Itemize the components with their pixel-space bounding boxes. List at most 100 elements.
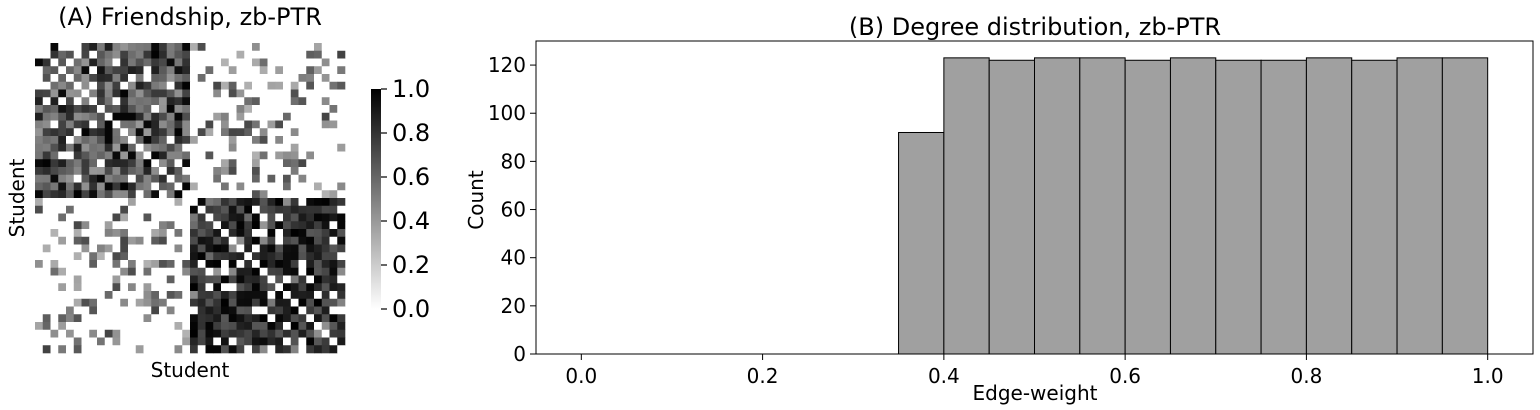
heatmap-cell (267, 229, 276, 238)
heatmap-cell (104, 198, 113, 207)
heatmap-cell (252, 66, 261, 75)
heatmap-cell (66, 260, 75, 269)
heatmap-cell (314, 236, 323, 245)
heatmap-cell (104, 205, 113, 214)
heatmap-cell (166, 291, 175, 300)
heatmap-cell (267, 182, 276, 191)
heatmap-cell (252, 329, 261, 338)
heatmap-cell (104, 136, 113, 145)
heatmap-cell (197, 221, 206, 230)
heatmap-cell (252, 112, 261, 121)
heatmap-cell (197, 291, 206, 300)
heatmap-cell (174, 252, 183, 261)
heatmap-cell (228, 314, 237, 323)
heatmap-cell (267, 329, 276, 338)
heatmap-cell (104, 314, 113, 323)
heatmap-cell (166, 128, 175, 137)
heatmap-cell (337, 322, 346, 331)
heatmap-cell (283, 151, 292, 160)
heatmap-cell (35, 136, 44, 145)
heatmap-cell (298, 43, 307, 52)
heatmap-cell (236, 283, 245, 292)
heatmap-cell (81, 306, 90, 315)
heatmap-cell (135, 306, 144, 315)
heatmap-cell (267, 283, 276, 292)
heatmap-cell (337, 291, 346, 300)
heatmap-cell (314, 151, 323, 160)
heatmap-cell (66, 322, 75, 331)
heatmap-cell (306, 151, 315, 160)
heatmap-cell (197, 229, 206, 238)
heatmap-cell (267, 314, 276, 323)
heatmap-cell (252, 306, 261, 315)
heatmap-cell (159, 236, 168, 245)
heatmap-cell (290, 298, 299, 307)
heatmap-cell (66, 244, 75, 253)
heatmap-cell (166, 275, 175, 284)
heatmap-cell (143, 198, 152, 207)
heatmap-cell (329, 143, 338, 152)
heatmap-cell (112, 136, 121, 145)
heatmap-cell (283, 89, 292, 98)
heatmap-cell (159, 345, 168, 354)
heatmap-cell (213, 213, 222, 222)
heatmap-cell (104, 167, 113, 176)
heatmap-cell (213, 43, 222, 52)
colorbar-gradient (371, 89, 381, 309)
heatmap-cell (174, 182, 183, 191)
heatmap-cell (135, 260, 144, 269)
heatmap-cell (259, 58, 268, 67)
heatmap-cell (66, 128, 75, 137)
heatmap-cell (190, 112, 199, 121)
heatmap-cell (275, 151, 284, 160)
heatmap-cell (244, 291, 253, 300)
heatmap-cell (81, 252, 90, 261)
heatmap-cell (298, 252, 307, 261)
heatmap-cell (197, 174, 206, 183)
heatmap-cell (73, 221, 82, 230)
heatmap-cell (135, 89, 144, 98)
heatmap-cell (252, 89, 261, 98)
heatmap-cell (128, 205, 137, 214)
heatmap-cell (166, 221, 175, 230)
heatmap-cell (197, 151, 206, 160)
heatmap-cell (221, 128, 230, 137)
heatmap-cell (182, 159, 191, 168)
heatmap-cell (58, 128, 67, 137)
heatmap-cell (314, 167, 323, 176)
heatmap-cell (337, 198, 346, 207)
heatmap-cell (112, 105, 121, 114)
heatmap-cell (128, 260, 137, 269)
heatmap-cell (321, 260, 330, 269)
heatmap-cell (159, 314, 168, 323)
heatmap-cell (298, 314, 307, 323)
heatmap-cell (221, 244, 230, 253)
heatmap-cell (143, 89, 152, 98)
heatmap-cell (73, 267, 82, 276)
heatmap-cell (213, 50, 222, 59)
heatmap-cell (89, 306, 98, 315)
heatmap-cell (159, 244, 168, 253)
heatmap-cell (159, 128, 168, 137)
heatmap-cell (174, 58, 183, 67)
heatmap-cell (151, 143, 160, 152)
heatmap-cell (213, 306, 222, 315)
heatmap-cell (306, 120, 315, 129)
heatmap-cell (35, 81, 44, 90)
heatmap-cell (151, 66, 160, 75)
heatmap-cell (213, 229, 222, 238)
heatmap-cell (298, 136, 307, 145)
y-tick-label: 0 (513, 342, 526, 366)
heatmap-cell (159, 283, 168, 292)
heatmap-cell (337, 159, 346, 168)
heatmap-cell (190, 159, 199, 168)
heatmap-cell (166, 97, 175, 106)
heatmap-cell (151, 337, 160, 346)
heatmap-cell (159, 43, 168, 52)
heatmap-cell (66, 74, 75, 83)
heatmap-cell (252, 236, 261, 245)
heatmap-cell (174, 136, 183, 145)
heatmap-cell (50, 213, 59, 222)
heatmap-cell (275, 159, 284, 168)
heatmap-cell (275, 267, 284, 276)
